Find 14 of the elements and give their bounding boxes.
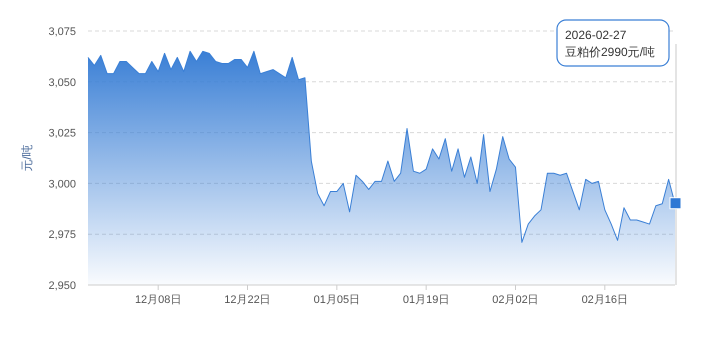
y-tick-label: 3,075 — [48, 26, 76, 38]
x-tick-label: 01月19日 — [402, 294, 450, 306]
x-tick-label: 01月05日 — [314, 294, 360, 306]
x-tick-label: 12月08日 — [134, 294, 182, 306]
y-tick-label: 2,975 — [48, 229, 76, 242]
x-tick-label: 02月02日 — [492, 294, 539, 306]
y-tick-label: 3,025 — [48, 128, 76, 140]
y-tick-label: 2,950 — [48, 280, 76, 292]
x-tick-label: 12月22日 — [224, 294, 271, 306]
x-tick-label: 02月16日 — [582, 294, 628, 306]
y-tick-label: 3,050 — [48, 76, 76, 89]
y-tick-label: 3,000 — [48, 178, 76, 190]
annotation: 2026-02-27 豆粕价2990元/吨 — [565, 28, 656, 59]
y-axis-title: 元/吨 — [20, 144, 34, 172]
